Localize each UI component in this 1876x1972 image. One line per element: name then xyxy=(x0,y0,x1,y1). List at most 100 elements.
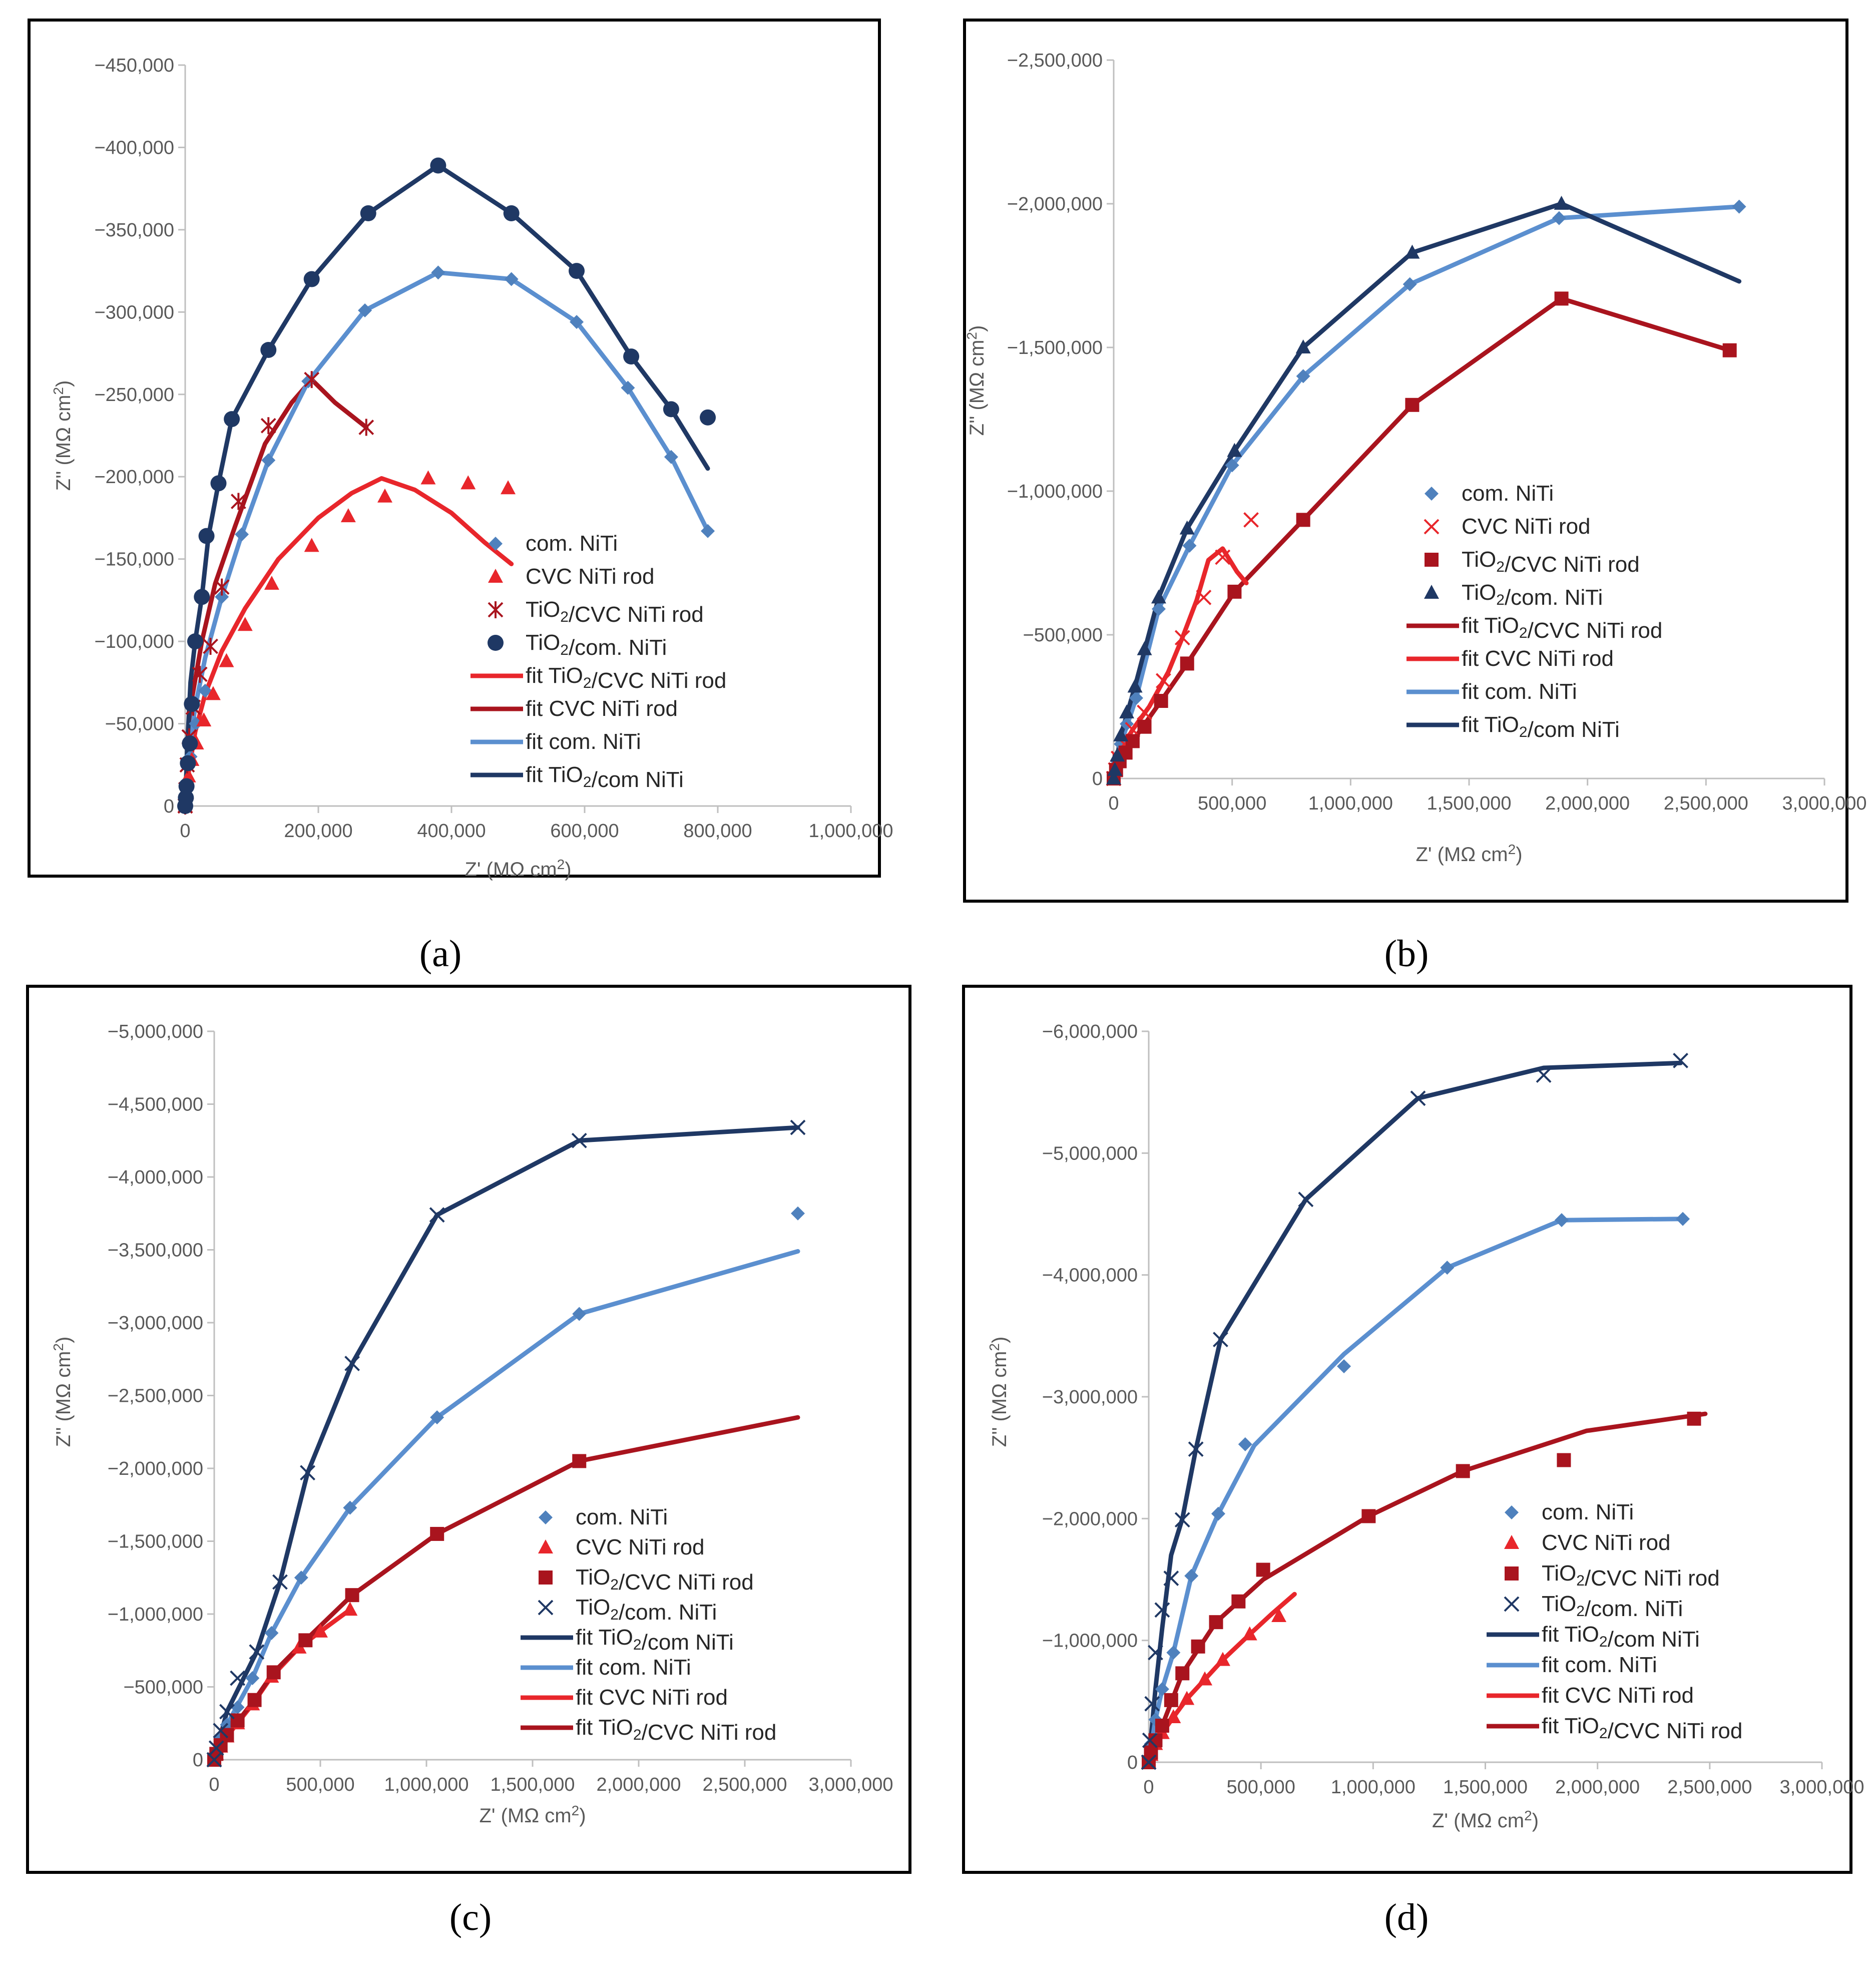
data-point xyxy=(1552,211,1566,225)
data-point xyxy=(247,1693,262,1707)
data-point xyxy=(180,755,196,771)
data-point xyxy=(1154,1602,1170,1618)
data-point xyxy=(194,589,210,605)
y-tick-label: −450,000 xyxy=(94,55,174,76)
data-point xyxy=(300,1465,315,1481)
data-point xyxy=(1110,747,1125,762)
chart-frame xyxy=(963,19,1848,903)
legend-label: TiO2/com. NiTi xyxy=(576,1595,717,1625)
series-markers-3 xyxy=(1141,1052,1688,1770)
data-point xyxy=(1271,1608,1287,1622)
legend-label: com. NiTi xyxy=(576,1505,668,1529)
data-point xyxy=(1410,1090,1426,1106)
data-point xyxy=(504,272,519,286)
x-tick-label: 1,000,000 xyxy=(808,821,893,842)
data-point xyxy=(431,265,445,280)
legend-marker xyxy=(1505,1505,1519,1519)
panel-caption: (a) xyxy=(419,933,461,975)
data-point xyxy=(1361,1509,1376,1523)
data-point xyxy=(430,1526,444,1541)
data-point xyxy=(1296,369,1310,383)
data-point xyxy=(621,380,635,395)
data-point xyxy=(1155,1719,1169,1733)
x-tick-label: 1,500,000 xyxy=(490,1774,575,1795)
data-point xyxy=(1440,1261,1455,1275)
y-tick-label: 0 xyxy=(193,1750,203,1771)
y-tick-label: 0 xyxy=(1092,768,1103,790)
y-tick-label: −6,000,000 xyxy=(1042,1021,1138,1042)
data-point xyxy=(663,401,679,418)
data-point xyxy=(1154,694,1168,708)
legend-label: fit TiO2/com NiTi xyxy=(526,762,684,792)
data-point xyxy=(430,157,446,174)
legend-label: CVC NiTi rod xyxy=(1462,514,1591,539)
data-point xyxy=(1107,761,1123,776)
legend-label: fit com. NiTi xyxy=(526,729,641,754)
data-point xyxy=(377,488,392,503)
data-point xyxy=(623,348,640,365)
data-point xyxy=(1179,1691,1195,1705)
data-point xyxy=(230,493,246,510)
legend-marker xyxy=(1424,519,1440,535)
data-point xyxy=(304,538,319,552)
data-point xyxy=(1213,1332,1228,1348)
data-point xyxy=(1557,1453,1571,1467)
data-point xyxy=(1106,770,1121,784)
legend-marker xyxy=(538,1600,554,1616)
y-tick-label: −1,500,000 xyxy=(1007,337,1103,358)
legend-label: CVC NiTi rod xyxy=(1542,1530,1671,1555)
data-point xyxy=(210,475,227,492)
data-point xyxy=(1119,704,1135,718)
data-point xyxy=(343,1500,357,1515)
y-tick-label: −100,000 xyxy=(94,631,174,652)
data-point xyxy=(187,633,203,650)
series-markers-3 xyxy=(177,157,716,814)
y-tick-label: −5,000,000 xyxy=(108,1021,203,1042)
data-point xyxy=(358,303,372,318)
data-point xyxy=(192,665,208,683)
data-point xyxy=(340,508,356,523)
data-point xyxy=(1180,656,1194,671)
data-point xyxy=(1174,630,1190,646)
x-tick-label: 500,000 xyxy=(1226,1777,1295,1798)
legend-label: fit com. NiTi xyxy=(576,1655,691,1680)
y-tick-label: −1,500,000 xyxy=(108,1531,203,1552)
data-point xyxy=(1722,343,1737,357)
data-point xyxy=(1155,1682,1169,1696)
x-tick-label: 500,000 xyxy=(286,1774,354,1795)
data-point xyxy=(182,735,198,752)
y-axis-label: Z'' (MΩ cm2) xyxy=(964,325,988,436)
data-point xyxy=(701,524,715,538)
data-point xyxy=(272,1574,288,1590)
x-tick-label: 0 xyxy=(209,1774,219,1795)
panel-caption: (b) xyxy=(1384,933,1429,975)
legend: com. NiTi CVC NiTi rod TiO2/CVC NiTi rodTi… xyxy=(1487,1500,1742,1743)
data-point xyxy=(1295,339,1311,353)
y-tick-label: −200,000 xyxy=(94,467,174,488)
x-tick-label: 3,000,000 xyxy=(808,1774,893,1795)
y-tick-label: −350,000 xyxy=(94,220,174,241)
data-point xyxy=(294,1570,308,1585)
data-point xyxy=(1227,443,1242,457)
data-point xyxy=(261,453,276,468)
data-point xyxy=(1141,1754,1157,1770)
x-tick-label: 0 xyxy=(1143,1777,1154,1798)
chart-a: 0 −50,000 −100,000 −150,000 −200,000 −250,000… xyxy=(28,19,893,881)
data-point xyxy=(198,528,215,544)
y-tick-label: −500,000 xyxy=(1023,625,1103,646)
x-tick-label: 1,000,000 xyxy=(1308,793,1393,814)
data-point xyxy=(1127,678,1143,693)
data-point xyxy=(1179,520,1195,535)
series-markers-3 xyxy=(206,1119,806,1768)
data-point xyxy=(700,409,716,426)
legend-label: com. NiTi xyxy=(1542,1500,1634,1524)
y-tick-label: −2,500,000 xyxy=(1007,50,1103,71)
data-point xyxy=(1144,1696,1160,1712)
legend-marker xyxy=(1425,553,1439,567)
y-tick-label: −150,000 xyxy=(94,549,174,570)
legend-label: com. NiTi xyxy=(1462,481,1554,506)
legend-label: fit CVC NiTi rod xyxy=(576,1685,728,1710)
legend-label: fit TiO2/CVC NiTi rod xyxy=(1462,613,1662,643)
x-tick-label: 2,000,000 xyxy=(1545,793,1630,814)
legend-label: com. NiTi xyxy=(526,531,618,556)
